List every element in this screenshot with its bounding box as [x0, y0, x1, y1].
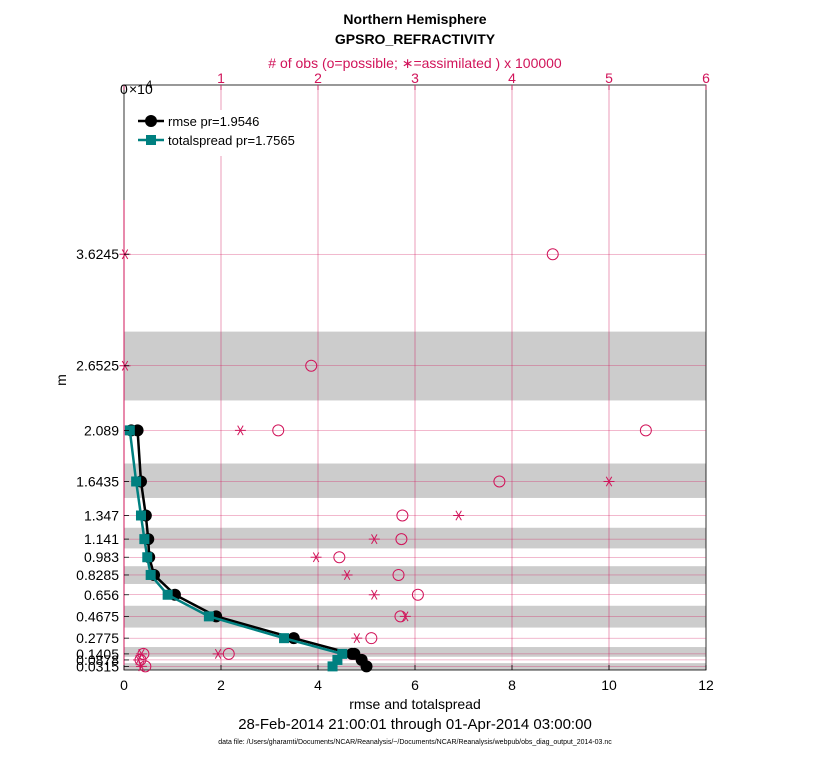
obs-possible-marker-4 [365, 632, 378, 645]
obs-assimilated-marker-0 [135, 661, 147, 672]
obs-possible-marker-10 [396, 509, 409, 522]
series-point-totalspread-1 [332, 654, 343, 665]
top-tick-label-5: 5 [605, 70, 613, 86]
series-point-totalspread-4 [203, 611, 214, 622]
obs-possible-marker-14 [305, 359, 318, 372]
x-tick-label-0: 0 [120, 677, 128, 693]
asterisk-stroke [455, 510, 462, 521]
series-point-totalspread-7 [142, 552, 153, 563]
level-tick-label-2.089: 2.089 [84, 422, 119, 438]
axis-ticks: 1 2 3 4 5 60.03150.08780.14050.27750.46750.65… [76, 70, 714, 693]
obs-assimilated-marker-7 [341, 569, 353, 580]
legend-rmse-marker [145, 115, 157, 127]
asterisk-stroke [312, 552, 320, 563]
asterisk-stroke [371, 589, 378, 600]
obs-assimilated-marker-2 [135, 648, 147, 659]
level-tick-label-0.8285: 0.8285 [76, 567, 119, 583]
level-tick-label-0.4675: 0.4675 [76, 608, 119, 624]
obs-possible-marker-15 [546, 248, 559, 261]
obs-possible-marker-6 [411, 588, 424, 601]
chart-title: Northern Hemisphere [343, 11, 486, 27]
level-tick-label-3.6245: 3.6245 [76, 246, 119, 262]
footnote: data file: /Users/gharamti/Documents/NCA… [218, 739, 612, 746]
level-tick-label-0.2775: 0.2775 [76, 630, 119, 646]
obs-possible-marker-7 [392, 568, 405, 581]
asterisk-stroke [605, 476, 613, 487]
obs-possible-marker-13 [272, 424, 285, 437]
legend: rmse pr=1.9546 totalspread pr=1.7565 [133, 110, 315, 156]
top-tick-label-6: 6 [702, 70, 710, 86]
asterisk-stroke [138, 648, 145, 659]
top-axis-label: # of obs (o=possible; ∗=assimilated ) x … [268, 55, 562, 71]
date-range: 28-Feb-2014 21:00:01 through 01-Apr-2014… [238, 716, 592, 733]
asterisk-stroke [214, 648, 222, 659]
top-axis-exponent-power: 4 [146, 79, 152, 91]
level-tick-label-0.656: 0.656 [84, 587, 119, 603]
obs-assimilated-marker-12 [234, 425, 246, 436]
series-point-totalspread-2 [337, 648, 348, 659]
level-tick-label-0.983: 0.983 [84, 549, 119, 565]
series-point-totalspread-9 [135, 510, 146, 521]
top-axis-gridlines [220, 85, 610, 670]
series-point-totalspread-8 [139, 534, 150, 545]
level-tick-label-1.6435: 1.6435 [76, 473, 119, 489]
level-tick-label-2.6525: 2.6525 [76, 358, 119, 374]
obs-assimilated-marker-3 [212, 648, 224, 659]
x-tick-label-10: 10 [601, 677, 617, 693]
obs-possible-marker-9 [395, 533, 408, 546]
series-point-totalspread-0 [327, 661, 338, 672]
obs-assimilated-marker-4 [351, 633, 363, 644]
legend-rmse-label: rmse pr=1.9546 [168, 114, 259, 129]
obs-possible-marker-11 [493, 475, 506, 488]
series-point-totalspread-3 [279, 633, 290, 644]
top-tick-label-4: 4 [508, 70, 516, 86]
top-axis-exponent-base: 0 [120, 81, 128, 97]
top-axis-exponent-x: ×10 [129, 81, 153, 97]
level-tick-label-1.141: 1.141 [84, 531, 119, 547]
level-tick-label-1.347: 1.347 [84, 507, 119, 523]
asterisk-stroke [353, 633, 360, 644]
x-tick-label-2: 2 [217, 677, 225, 693]
series-point-totalspread-10 [131, 476, 142, 487]
x-tick-label-4: 4 [314, 677, 322, 693]
series-point-rmse-3 [345, 647, 358, 660]
legend-spread-marker [146, 135, 156, 145]
level-tick-label-0.0315: 0.0315 [76, 658, 119, 674]
x-axis-label: rmse and totalspread [349, 696, 481, 712]
x-tick-label-8: 8 [508, 677, 516, 693]
y-axis-label: m [53, 374, 69, 386]
series-lines [124, 424, 373, 673]
series-point-totalspread-11 [124, 425, 135, 436]
obs-assimilated-marker-5 [399, 611, 411, 622]
asterisk-stroke [371, 534, 378, 545]
top-tick-label-3: 3 [411, 70, 419, 86]
obs-assimilated-marker-9 [368, 534, 380, 545]
obs-assimilated-marker-11 [603, 476, 615, 487]
obs-assimilated-marker-1 [133, 654, 145, 665]
top-tick-label-2: 2 [314, 70, 322, 86]
asterisk-stroke [343, 569, 351, 580]
asterisk-stroke [402, 611, 409, 622]
legend-box [133, 110, 315, 156]
top-tick-label-1: 1 [217, 70, 225, 86]
obs-possible-marker-8 [333, 551, 346, 564]
level-tick-label-0.0878: 0.0878 [76, 652, 119, 668]
chart-subtitle: GPSRO_REFRACTIVITY [335, 31, 496, 47]
asterisk-stroke [237, 425, 244, 436]
level-tick-label-0.1405: 0.1405 [76, 646, 119, 662]
series-point-totalspread-6 [145, 569, 156, 580]
obs-possible-marker-12 [639, 424, 652, 437]
x-tick-label-12: 12 [698, 677, 714, 693]
x-tick-label-6: 6 [411, 677, 419, 693]
asterisk-stroke [135, 654, 142, 665]
obs-assimilated-marker-10 [453, 510, 465, 521]
asterisk-stroke [138, 661, 145, 672]
legend-spread-label: totalspread pr=1.7565 [168, 133, 295, 148]
series-point-totalspread-5 [162, 589, 173, 600]
obs-assimilated-marker-6 [368, 589, 380, 600]
obs-assimilated-marker-8 [310, 552, 322, 563]
